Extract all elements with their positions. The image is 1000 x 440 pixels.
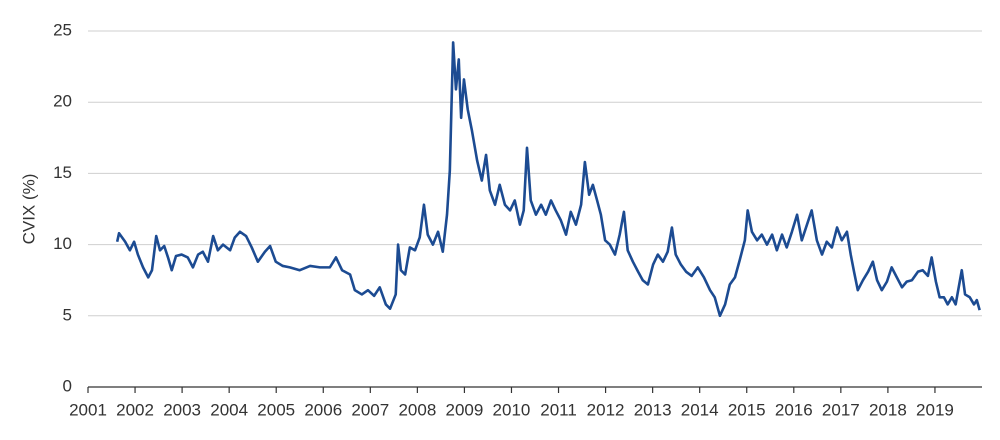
x-tick-label: 2011 <box>540 400 577 419</box>
y-tick-label: 20 <box>53 92 72 111</box>
x-tick-label: 2001 <box>69 400 107 419</box>
x-tick-label: 2015 <box>728 400 766 419</box>
x-tick-label: 2009 <box>446 400 484 419</box>
x-tick-label: 2005 <box>257 400 295 419</box>
x-tick-label: 2017 <box>822 400 860 419</box>
y-tick-label: 0 <box>63 376 72 395</box>
x-tick-label: 2016 <box>775 400 813 419</box>
x-tick-label: 2013 <box>634 400 672 419</box>
x-tick-label: 2019 <box>916 400 954 419</box>
x-tick-label: 2012 <box>587 400 625 419</box>
x-tick-label: 2007 <box>351 400 389 419</box>
y-tick-label: 15 <box>53 163 72 182</box>
x-tick-label: 2014 <box>681 400 719 419</box>
x-tick-label: 2018 <box>869 400 907 419</box>
x-tick-label: 2003 <box>163 400 201 419</box>
y-tick-label: 25 <box>53 20 72 39</box>
x-tick-label: 2008 <box>398 400 436 419</box>
y-axis-label: CVIX (%) <box>19 174 38 245</box>
x-tick-label: 2010 <box>493 400 531 419</box>
x-tick-label: 2004 <box>210 400 248 419</box>
x-tick-label: 2006 <box>304 400 342 419</box>
y-tick-label: 5 <box>63 305 72 324</box>
x-tick-label: 2002 <box>116 400 154 419</box>
y-tick-label: 10 <box>53 234 72 253</box>
data-line <box>115 41 981 318</box>
